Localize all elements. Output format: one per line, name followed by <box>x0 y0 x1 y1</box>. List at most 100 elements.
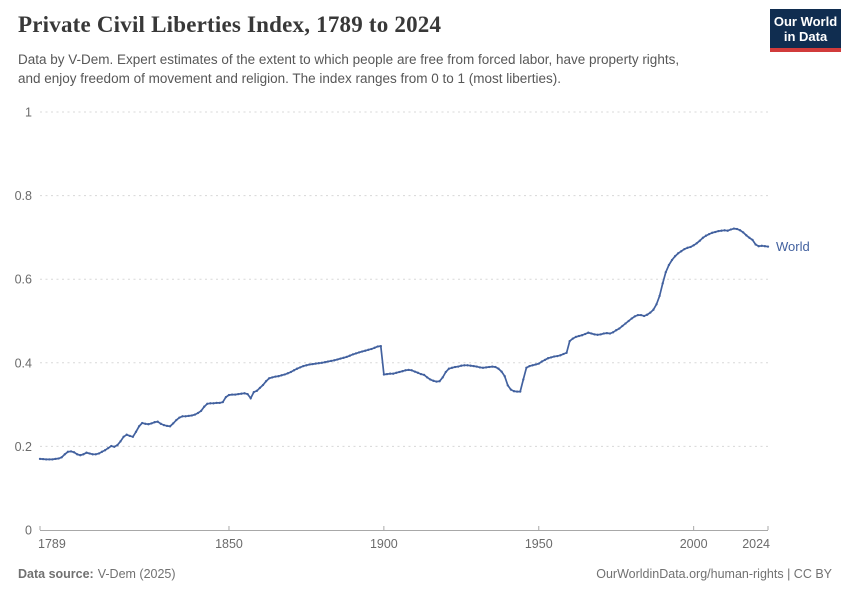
x-tick-label: 1950 <box>525 537 553 551</box>
data-point-marker <box>398 370 401 374</box>
data-point-marker <box>435 380 438 383</box>
data-point-marker <box>763 245 767 248</box>
data-point-marker <box>677 252 680 255</box>
series-world[interactable] <box>38 227 770 461</box>
data-point-marker <box>376 345 379 348</box>
data-point-marker <box>110 444 113 448</box>
data-point-marker <box>388 372 392 375</box>
data-point-marker <box>506 384 509 387</box>
data-point-marker <box>549 356 553 359</box>
data-point-marker <box>364 349 367 352</box>
data-point-marker <box>413 370 416 373</box>
data-point-marker <box>491 365 494 368</box>
y-tick-label: 0.6 <box>15 273 32 287</box>
data-point-marker <box>531 364 534 367</box>
data-point-marker <box>673 255 677 258</box>
data-point-marker <box>277 375 280 378</box>
data-point-marker <box>751 238 754 242</box>
data-point-marker <box>317 362 320 365</box>
data-point-marker <box>237 392 240 396</box>
data-point-marker <box>587 331 590 334</box>
data-point-marker <box>351 353 355 356</box>
data-point-marker <box>766 245 770 248</box>
data-point-marker <box>51 458 54 461</box>
data-point-marker <box>196 411 200 415</box>
chart-subtitle: Data by V-Dem. Expert estimates of the e… <box>18 50 679 88</box>
data-point-marker <box>748 236 751 239</box>
data-point-marker <box>500 370 503 373</box>
data-point-marker <box>732 227 736 230</box>
data-point-marker <box>642 314 646 318</box>
data-point-marker <box>680 250 683 253</box>
data-point-marker <box>574 335 578 339</box>
data-point-marker <box>292 369 296 372</box>
data-point-marker <box>534 363 537 366</box>
data-point-marker <box>66 450 70 453</box>
data-point-marker <box>447 367 451 370</box>
y-tick-label: 0.2 <box>15 440 32 454</box>
data-point-marker <box>283 373 286 376</box>
data-point-marker <box>240 392 243 395</box>
data-point-marker <box>633 315 636 318</box>
data-point-marker <box>333 359 336 362</box>
x-tick-label: 1789 <box>38 537 66 551</box>
data-point-marker <box>134 430 138 433</box>
data-source-note: Data source: V-Dem (2025) <box>18 567 176 581</box>
data-point-marker <box>190 414 193 417</box>
x-axis: 1789 1850 1900 1950 2000 2024 <box>38 526 770 551</box>
data-point-marker <box>308 363 311 366</box>
data-point-marker <box>91 453 94 456</box>
data-point-marker <box>599 333 602 336</box>
data-point-marker <box>230 393 234 396</box>
data-point-marker <box>147 423 150 426</box>
data-point-marker <box>175 418 178 422</box>
data-point-marker <box>546 357 550 360</box>
data-point-marker <box>714 230 717 234</box>
data-point-marker <box>323 361 327 364</box>
data-point-marker <box>683 247 686 251</box>
owid-logo[interactable]: Our World in Data <box>770 9 841 52</box>
x-tick-label: 2000 <box>680 537 708 551</box>
data-point-marker <box>255 389 259 392</box>
data-point-marker <box>243 392 246 395</box>
data-point-marker <box>658 294 661 298</box>
data-point-marker <box>621 324 624 328</box>
data-point-marker <box>711 231 714 234</box>
data-point-marker <box>577 334 581 338</box>
series-label-world[interactable]: World <box>776 239 810 254</box>
data-point-marker <box>125 433 128 436</box>
data-point-marker <box>426 376 429 379</box>
data-point-marker <box>689 245 692 249</box>
data-point-marker <box>311 362 314 366</box>
data-point-marker <box>695 242 698 245</box>
data-point-marker <box>655 303 658 306</box>
data-point-marker <box>503 375 506 378</box>
data-point-marker <box>540 360 544 363</box>
y-tick-label: 0 <box>25 524 32 538</box>
data-point-marker <box>494 365 497 369</box>
data-point-marker <box>361 350 364 353</box>
data-point-marker <box>193 413 197 416</box>
data-point-marker <box>206 402 209 405</box>
owid-url-link[interactable]: OurWorldinData.org/human-rights <box>596 567 784 581</box>
data-point-marker <box>528 364 531 368</box>
data-point-marker <box>559 354 562 357</box>
data-point-marker <box>469 364 472 367</box>
data-point-marker <box>571 337 574 340</box>
cc-by-link[interactable]: CC BY <box>793 567 832 581</box>
data-point-marker <box>738 229 742 232</box>
data-point-marker <box>150 422 153 425</box>
data-point-marker <box>543 358 547 362</box>
data-point-marker <box>299 366 302 369</box>
data-point-marker <box>460 364 463 367</box>
data-point-marker <box>314 362 317 365</box>
data-point-marker <box>345 355 348 359</box>
data-point-marker <box>605 331 609 335</box>
subtitle-line-2: and enjoy freedom of movement and religi… <box>18 71 562 86</box>
data-point-marker <box>404 369 407 372</box>
data-point-marker <box>162 423 166 427</box>
data-point-marker <box>670 258 674 262</box>
y-tick-label: 0.4 <box>15 356 32 370</box>
data-point-marker <box>453 365 457 369</box>
